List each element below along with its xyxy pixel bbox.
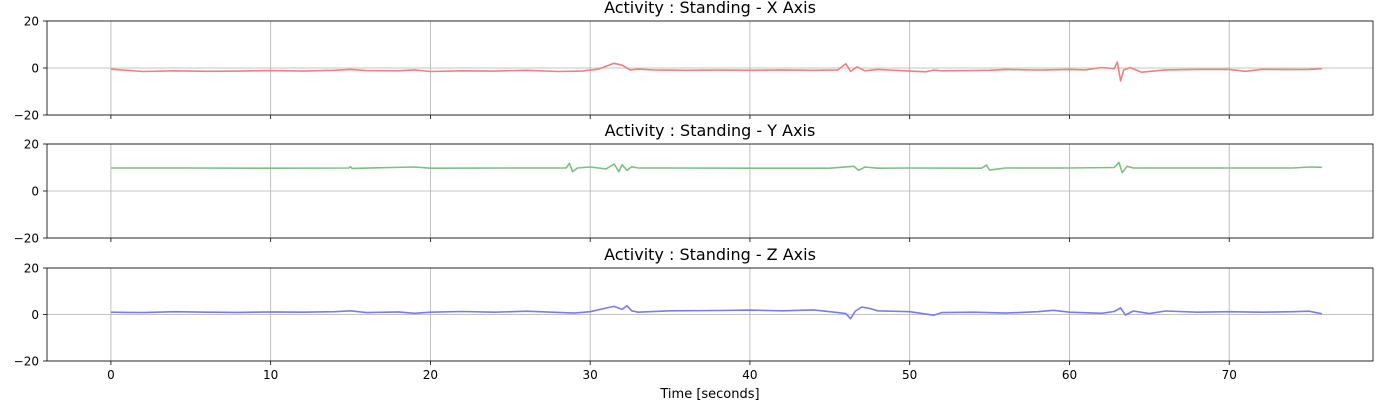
y-tick-label: 0 — [31, 62, 39, 76]
axes-frame — [46, 267, 1374, 362]
subplot-1: 20 0 −20 Activity : Standing - X Axis — [14, 0, 1374, 123]
subplot-3: 0 10 20 30 40 50 60 70 20 0 −20 Activity : Standing… — [14, 245, 1374, 400]
axes-frame — [46, 143, 1374, 239]
y-tick-label: 20 — [24, 138, 39, 152]
x-axis-label: Time [seconds] — [659, 387, 759, 400]
chart-title: Activity : Standing - Z Axis — [604, 245, 816, 264]
chart-title: Activity : Standing - X Axis — [604, 0, 816, 17]
x-tick-label: 10 — [263, 368, 278, 382]
x-tick-label: 60 — [1062, 368, 1077, 382]
y-tick-label: 0 — [31, 185, 39, 199]
axes-frame — [46, 20, 1374, 116]
x-tick-label: 30 — [583, 368, 598, 382]
x-tick-label: 50 — [902, 368, 917, 382]
x-tick-label: 20 — [423, 368, 438, 382]
y-tick-label: −20 — [14, 109, 39, 123]
x-tick-label: 0 — [107, 368, 115, 382]
y-tick-label: −20 — [14, 232, 39, 246]
series-line — [110, 61, 1322, 82]
x-tick-label: 70 — [1222, 368, 1237, 382]
chart-title: Activity : Standing - Y Axis — [605, 121, 816, 140]
subplot-2: 20 0 −20 Activity : Standing - Y Axis — [14, 121, 1374, 246]
y-tick-label: 20 — [24, 15, 39, 29]
series-line — [110, 161, 1322, 174]
y-tick-label: 20 — [24, 262, 39, 276]
x-tick-label: 40 — [742, 368, 757, 382]
y-tick-label: 0 — [31, 308, 39, 322]
series-line — [110, 304, 1323, 320]
y-tick-label: −20 — [14, 355, 39, 369]
